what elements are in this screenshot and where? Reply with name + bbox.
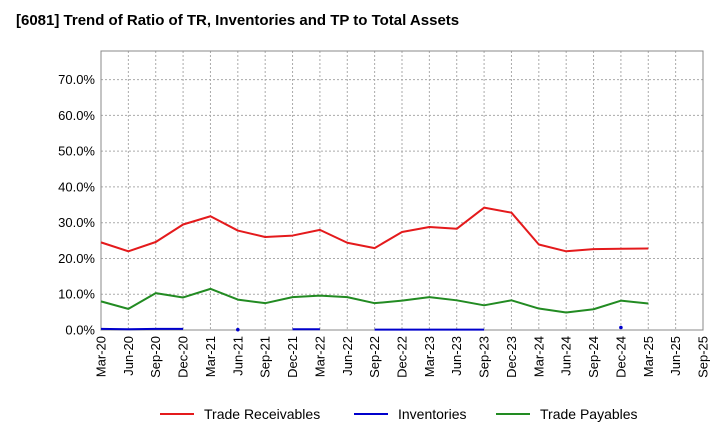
x-tick-label: Mar-25 — [641, 336, 656, 377]
y-tick-label: 20.0% — [58, 251, 95, 266]
x-tick-label: Jun-20 — [121, 336, 136, 376]
y-tick-label: 70.0% — [58, 72, 95, 87]
trade-payables-line — [100, 287, 649, 314]
grid-lines — [101, 51, 703, 330]
x-tick-label: Jun-25 — [668, 336, 683, 376]
x-tick-label: Sep-22 — [367, 336, 382, 378]
y-tick-label: 60.0% — [58, 108, 95, 123]
legend-label-trade-payables: Trade Payables — [540, 406, 638, 422]
x-tick-label: Dec-24 — [613, 336, 628, 378]
y-tick-label: 10.0% — [58, 287, 95, 302]
x-tick-label: Jun-22 — [340, 336, 355, 376]
x-tick-label: Dec-20 — [176, 336, 191, 378]
chart-title: [6081] Trend of Ratio of TR, Inventories… — [16, 12, 460, 29]
x-tick-label: Jun-24 — [559, 336, 574, 376]
x-tick-label: Mar-23 — [422, 336, 437, 377]
legend-label-inventories: Inventories — [398, 406, 466, 422]
x-tick-label: Sep-23 — [477, 336, 492, 378]
x-tick-label: Mar-22 — [312, 336, 327, 377]
trade-receivables-line — [100, 206, 649, 253]
inventories-point — [236, 327, 240, 332]
x-tick-label: Sep-21 — [258, 336, 273, 378]
legend-label-trade-receivables: Trade Receivables — [204, 406, 320, 422]
y-axis: 0.0% 10.0% 20.0% 30.0% 40.0% 50.0% 60.0% 70.0% — [58, 72, 95, 337]
x-axis: Mar-20 Jun-20 Sep-20 Dec-20 Mar-21 Jun-21 Sep-… — [94, 336, 711, 378]
series-group — [100, 206, 649, 332]
x-tick-label: Mar-24 — [531, 336, 546, 377]
y-tick-label: 50.0% — [58, 144, 95, 159]
x-tick-label: Jun-21 — [230, 336, 245, 376]
x-tick-label: Dec-23 — [504, 336, 519, 378]
inventories-point — [619, 325, 623, 330]
y-tick-label: 40.0% — [58, 179, 95, 194]
x-tick-label: Mar-21 — [203, 336, 218, 377]
x-tick-label: Sep-25 — [696, 336, 711, 378]
x-tick-label: Mar-20 — [94, 336, 109, 377]
x-tick-label: Dec-21 — [285, 336, 300, 378]
y-tick-label: 30.0% — [58, 215, 95, 230]
x-tick-label: Dec-22 — [395, 336, 410, 378]
x-tick-label: Sep-20 — [148, 336, 163, 378]
y-tick-label: 0.0% — [65, 323, 95, 338]
x-tick-label: Jun-23 — [449, 336, 464, 376]
legend: Trade Receivables Inventories Trade Payabl… — [160, 406, 638, 422]
x-tick-label: Sep-24 — [586, 336, 601, 378]
